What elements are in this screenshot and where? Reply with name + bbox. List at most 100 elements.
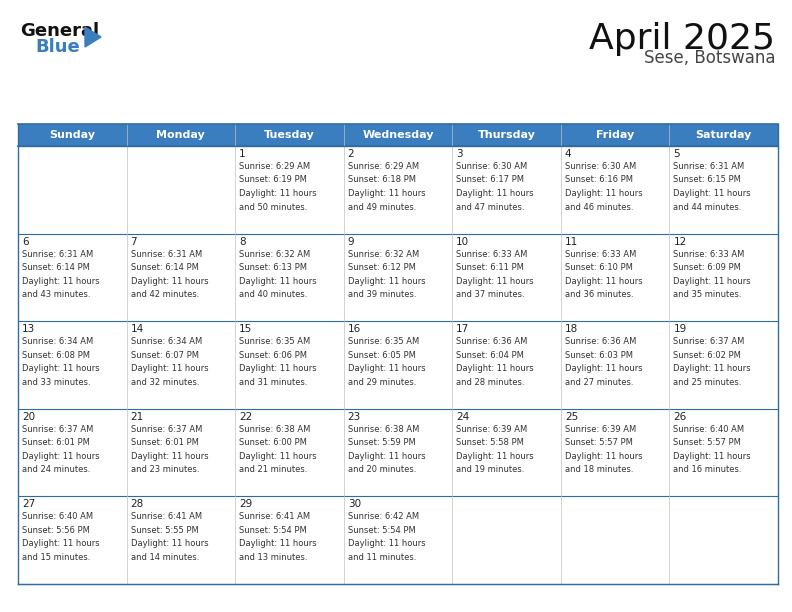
Text: 10: 10 — [456, 237, 470, 247]
Bar — [561, 409, 669, 496]
Text: 28: 28 — [131, 499, 144, 509]
Text: Sunset: 6:13 PM: Sunset: 6:13 PM — [239, 263, 307, 272]
Bar — [561, 146, 669, 234]
Text: Daylight: 11 hours: Daylight: 11 hours — [673, 189, 751, 198]
Bar — [669, 321, 778, 409]
Text: Sunrise: 6:41 AM: Sunrise: 6:41 AM — [131, 512, 202, 521]
Bar — [344, 234, 452, 321]
Text: Sunrise: 6:31 AM: Sunrise: 6:31 AM — [673, 162, 744, 171]
Bar — [18, 124, 127, 146]
Text: Daylight: 11 hours: Daylight: 11 hours — [348, 364, 425, 373]
Text: 24: 24 — [456, 412, 470, 422]
Text: and 13 minutes.: and 13 minutes. — [239, 553, 307, 562]
Bar — [344, 146, 452, 234]
Text: Sunrise: 6:38 AM: Sunrise: 6:38 AM — [348, 425, 419, 434]
Text: Sunset: 6:06 PM: Sunset: 6:06 PM — [239, 351, 307, 360]
Bar — [127, 409, 235, 496]
Bar — [344, 409, 452, 496]
Text: Daylight: 11 hours: Daylight: 11 hours — [565, 364, 642, 373]
Text: Sunset: 6:07 PM: Sunset: 6:07 PM — [131, 351, 199, 360]
Text: Sunrise: 6:30 AM: Sunrise: 6:30 AM — [456, 162, 527, 171]
Text: Sese, Botswana: Sese, Botswana — [644, 49, 775, 67]
Text: Daylight: 11 hours: Daylight: 11 hours — [239, 277, 317, 286]
Bar — [344, 496, 452, 584]
Text: Sunrise: 6:32 AM: Sunrise: 6:32 AM — [239, 250, 310, 259]
Text: and 32 minutes.: and 32 minutes. — [131, 378, 199, 387]
Text: and 46 minutes.: and 46 minutes. — [565, 203, 634, 212]
Text: Sunset: 6:01 PM: Sunset: 6:01 PM — [22, 438, 89, 447]
Text: and 14 minutes.: and 14 minutes. — [131, 553, 199, 562]
Text: Sunset: 6:11 PM: Sunset: 6:11 PM — [456, 263, 524, 272]
Text: Sunset: 6:17 PM: Sunset: 6:17 PM — [456, 176, 524, 184]
Text: 16: 16 — [348, 324, 361, 334]
Text: Daylight: 11 hours: Daylight: 11 hours — [456, 277, 534, 286]
Bar — [18, 146, 127, 234]
Bar — [235, 124, 344, 146]
Text: Sunrise: 6:33 AM: Sunrise: 6:33 AM — [673, 250, 744, 259]
Text: and 19 minutes.: and 19 minutes. — [456, 465, 524, 474]
Text: Daylight: 11 hours: Daylight: 11 hours — [22, 277, 100, 286]
Text: Monday: Monday — [157, 130, 205, 140]
Text: 27: 27 — [22, 499, 36, 509]
Bar — [669, 409, 778, 496]
Text: and 23 minutes.: and 23 minutes. — [131, 465, 199, 474]
Text: Daylight: 11 hours: Daylight: 11 hours — [239, 539, 317, 548]
Text: 1: 1 — [239, 149, 246, 159]
Text: Sunrise: 6:30 AM: Sunrise: 6:30 AM — [565, 162, 636, 171]
Text: Sunset: 5:56 PM: Sunset: 5:56 PM — [22, 526, 89, 535]
Polygon shape — [85, 27, 101, 47]
Text: and 37 minutes.: and 37 minutes. — [456, 290, 525, 299]
Text: General: General — [20, 22, 99, 40]
Text: Sunset: 5:57 PM: Sunset: 5:57 PM — [565, 438, 633, 447]
Text: and 18 minutes.: and 18 minutes. — [565, 465, 634, 474]
Text: Friday: Friday — [596, 130, 634, 140]
Text: Daylight: 11 hours: Daylight: 11 hours — [456, 364, 534, 373]
Text: and 35 minutes.: and 35 minutes. — [673, 290, 742, 299]
Text: April 2025: April 2025 — [589, 22, 775, 56]
Text: Sunday: Sunday — [49, 130, 95, 140]
Text: Daylight: 11 hours: Daylight: 11 hours — [565, 452, 642, 461]
Text: Sunrise: 6:40 AM: Sunrise: 6:40 AM — [22, 512, 93, 521]
Text: Sunset: 6:15 PM: Sunset: 6:15 PM — [673, 176, 741, 184]
Text: Daylight: 11 hours: Daylight: 11 hours — [348, 189, 425, 198]
Bar — [669, 496, 778, 584]
Text: and 43 minutes.: and 43 minutes. — [22, 290, 90, 299]
Text: and 31 minutes.: and 31 minutes. — [239, 378, 307, 387]
Text: and 28 minutes.: and 28 minutes. — [456, 378, 525, 387]
Text: Sunset: 6:12 PM: Sunset: 6:12 PM — [348, 263, 416, 272]
Text: 12: 12 — [673, 237, 687, 247]
Bar — [18, 409, 127, 496]
Text: Tuesday: Tuesday — [264, 130, 314, 140]
Text: and 25 minutes.: and 25 minutes. — [673, 378, 742, 387]
Bar — [127, 321, 235, 409]
Bar — [235, 146, 344, 234]
Text: 13: 13 — [22, 324, 36, 334]
Text: Daylight: 11 hours: Daylight: 11 hours — [456, 189, 534, 198]
Bar — [235, 496, 344, 584]
Text: and 27 minutes.: and 27 minutes. — [565, 378, 634, 387]
Bar — [235, 409, 344, 496]
Text: Sunset: 6:14 PM: Sunset: 6:14 PM — [22, 263, 89, 272]
Bar — [669, 146, 778, 234]
Text: Daylight: 11 hours: Daylight: 11 hours — [131, 277, 208, 286]
Text: Sunrise: 6:33 AM: Sunrise: 6:33 AM — [456, 250, 527, 259]
Bar — [235, 234, 344, 321]
Text: 4: 4 — [565, 149, 572, 159]
Text: Sunrise: 6:39 AM: Sunrise: 6:39 AM — [456, 425, 527, 434]
Text: Daylight: 11 hours: Daylight: 11 hours — [239, 364, 317, 373]
Text: Sunrise: 6:29 AM: Sunrise: 6:29 AM — [239, 162, 310, 171]
Text: and 40 minutes.: and 40 minutes. — [239, 290, 307, 299]
Text: 5: 5 — [673, 149, 680, 159]
Text: Sunrise: 6:35 AM: Sunrise: 6:35 AM — [348, 337, 419, 346]
Text: Sunset: 5:54 PM: Sunset: 5:54 PM — [348, 526, 416, 535]
Text: Daylight: 11 hours: Daylight: 11 hours — [239, 452, 317, 461]
Text: and 33 minutes.: and 33 minutes. — [22, 378, 90, 387]
Bar — [127, 234, 235, 321]
Bar — [18, 234, 127, 321]
Text: and 42 minutes.: and 42 minutes. — [131, 290, 199, 299]
Text: Sunrise: 6:31 AM: Sunrise: 6:31 AM — [22, 250, 93, 259]
Text: 30: 30 — [348, 499, 361, 509]
Text: Sunrise: 6:29 AM: Sunrise: 6:29 AM — [348, 162, 419, 171]
Text: Sunset: 6:19 PM: Sunset: 6:19 PM — [239, 176, 307, 184]
Text: Daylight: 11 hours: Daylight: 11 hours — [131, 364, 208, 373]
